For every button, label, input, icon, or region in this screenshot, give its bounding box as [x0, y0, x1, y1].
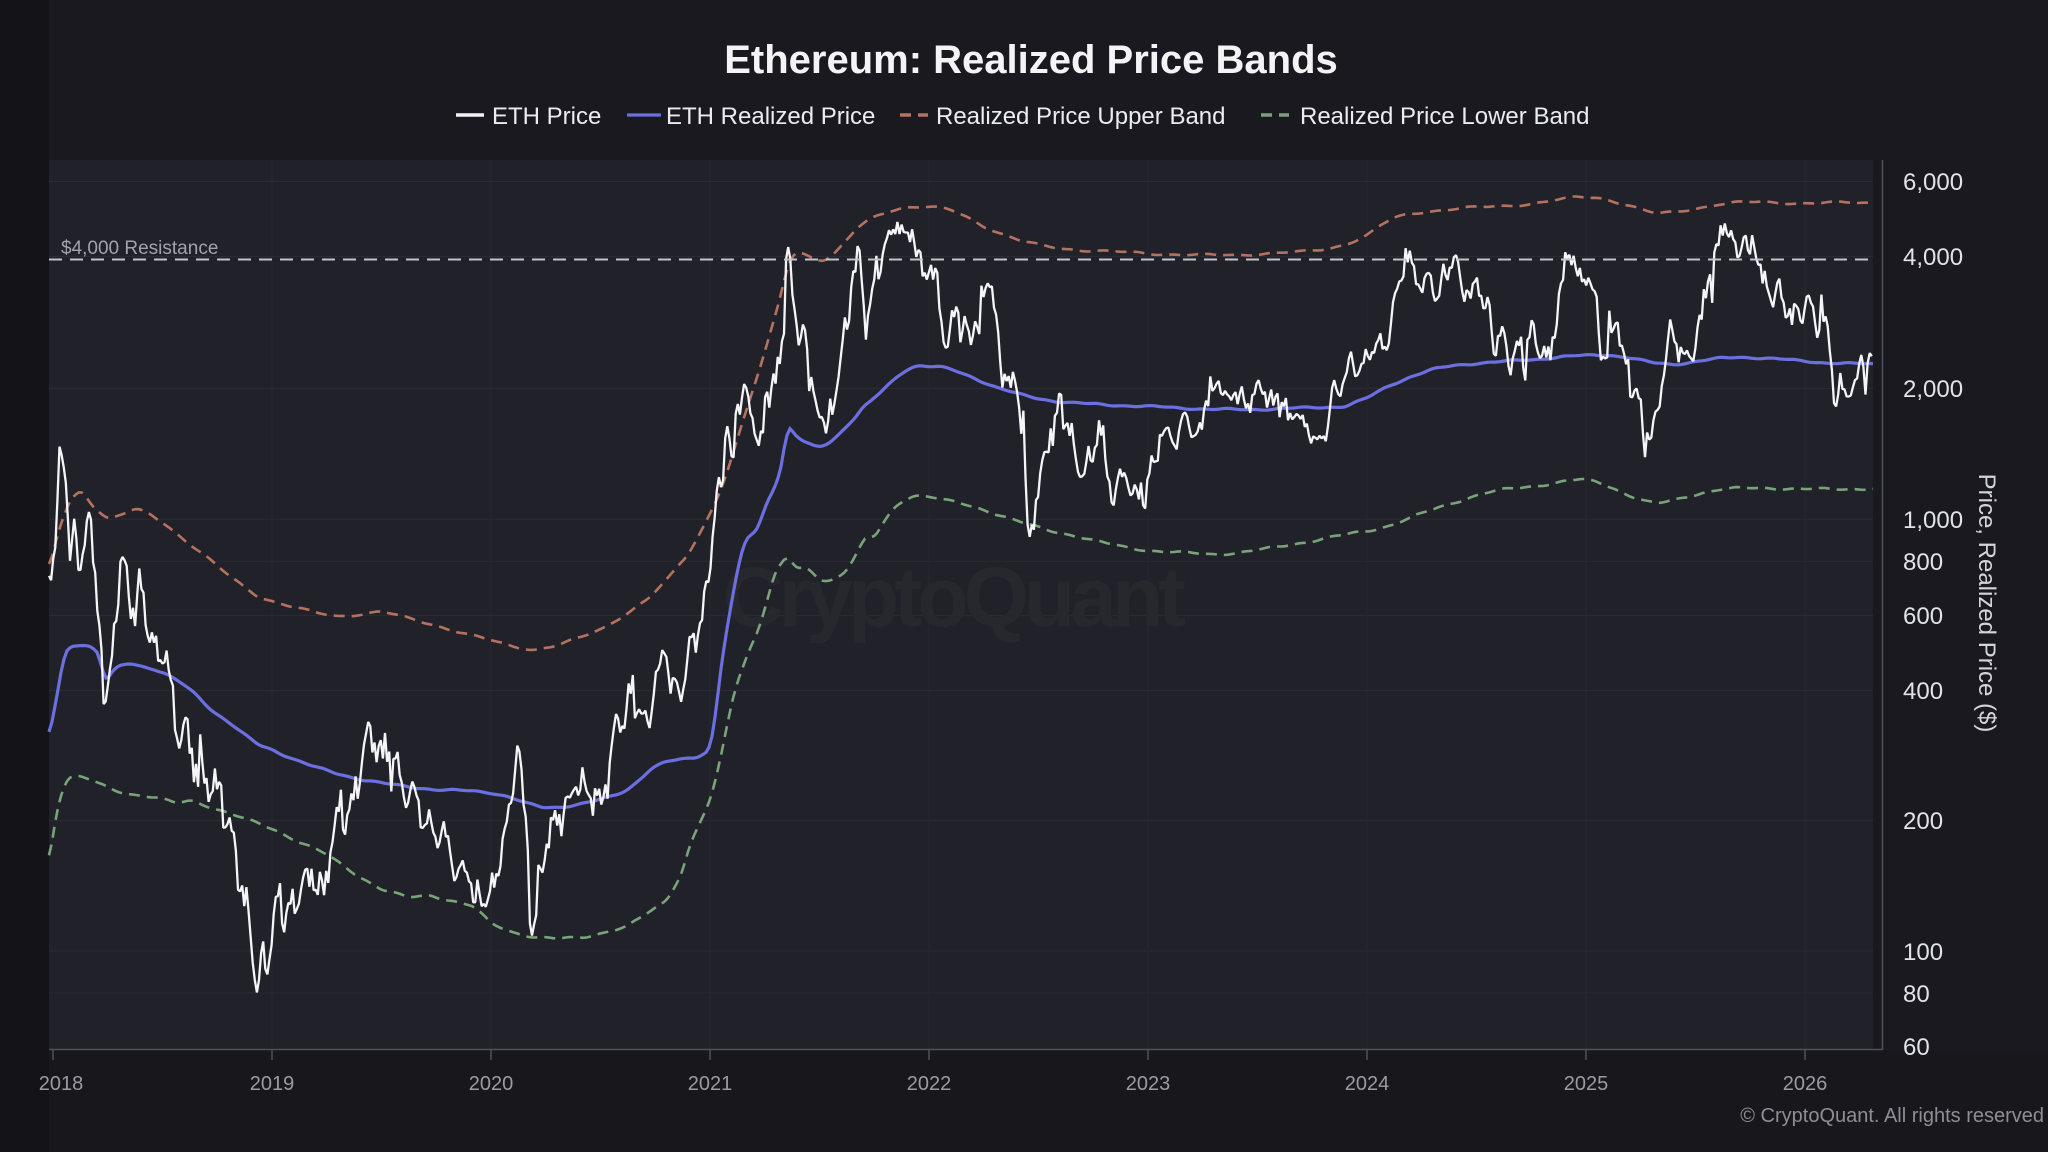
svg-text:2020: 2020 — [469, 1073, 514, 1095]
svg-text:2018: 2018 — [39, 1073, 84, 1095]
svg-text:6,000: 6,000 — [1903, 169, 1963, 196]
svg-text:100: 100 — [1903, 939, 1943, 966]
svg-text:2021: 2021 — [688, 1073, 733, 1095]
svg-text:2,000: 2,000 — [1903, 376, 1963, 403]
svg-text:60: 60 — [1903, 1034, 1930, 1061]
svg-text:200: 200 — [1903, 808, 1943, 835]
svg-text:© CryptoQuant. All rights rese: © CryptoQuant. All rights reserved — [1740, 1105, 2044, 1127]
svg-text:2019: 2019 — [250, 1073, 295, 1095]
svg-text:80: 80 — [1903, 981, 1930, 1008]
svg-text:4,000: 4,000 — [1903, 244, 1963, 271]
svg-text:1,000: 1,000 — [1903, 507, 1963, 534]
svg-text:400: 400 — [1903, 678, 1943, 705]
svg-text:2024: 2024 — [1345, 1073, 1390, 1095]
svg-text:Realized Price Upper Band: Realized Price Upper Band — [936, 103, 1226, 130]
svg-text:2026: 2026 — [1783, 1073, 1828, 1095]
svg-text:2025: 2025 — [1564, 1073, 1609, 1095]
svg-text:600: 600 — [1903, 603, 1943, 630]
svg-text:ETH Price: ETH Price — [492, 103, 601, 130]
svg-text:2023: 2023 — [1126, 1073, 1171, 1095]
svg-text:CryptoQuant: CryptoQuant — [723, 550, 1185, 644]
svg-text:2022: 2022 — [907, 1073, 952, 1095]
svg-text:800: 800 — [1903, 549, 1943, 576]
svg-text:ETH Realized Price: ETH Realized Price — [666, 103, 875, 130]
svg-text:Price, Realized Price ($): Price, Realized Price ($) — [1973, 474, 2000, 733]
svg-text:$4,000 Resistance: $4,000 Resistance — [61, 238, 218, 259]
svg-text:Ethereum: Realized Price Bands: Ethereum: Realized Price Bands — [724, 38, 1338, 82]
svg-text:Realized Price Lower Band: Realized Price Lower Band — [1300, 103, 1590, 130]
